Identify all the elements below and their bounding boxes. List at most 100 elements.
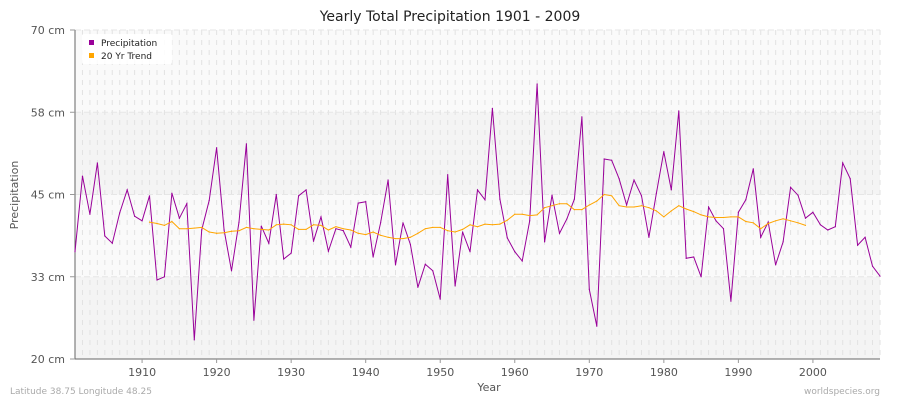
precipitation-point <box>268 242 270 244</box>
precipitation-point <box>447 174 449 176</box>
precipitation-point <box>104 235 106 237</box>
precipitation-point <box>693 256 695 258</box>
legend: Precipitation 20 Yr Trend <box>82 34 172 64</box>
precipitation-point <box>81 175 84 177</box>
trend-point <box>454 231 456 233</box>
y-tick-label: 58 cm <box>31 106 65 119</box>
precipitation-point <box>640 195 643 197</box>
trend-point <box>573 209 575 211</box>
precipitation-point <box>74 251 76 253</box>
precipitation-point <box>819 224 821 226</box>
precipitation-point <box>439 298 441 300</box>
trend-point <box>260 228 262 230</box>
trend-point <box>342 228 344 230</box>
precipitation-point <box>432 270 434 272</box>
legend-swatch-trend <box>89 53 94 58</box>
trend-point <box>312 224 315 226</box>
precipitation-point <box>327 250 330 252</box>
precipitation-point <box>454 285 456 287</box>
x-tick-label: 1970 <box>575 366 603 379</box>
precipitation-point <box>208 199 210 202</box>
trend-point <box>230 230 233 232</box>
precipitation-point <box>506 237 508 239</box>
trend-point <box>476 226 479 228</box>
precipitation-point <box>536 83 538 85</box>
precipitation-point <box>745 199 747 201</box>
precipitation-point <box>737 211 739 213</box>
trend-point <box>797 222 799 224</box>
trend-point <box>335 226 337 228</box>
precipitation-point <box>476 189 479 191</box>
precipitation-point <box>357 202 359 204</box>
trend-point <box>447 230 449 232</box>
trend-point <box>536 214 538 216</box>
trend-point <box>193 227 195 229</box>
precipitation-point <box>156 279 158 281</box>
precipitation-point <box>864 236 866 238</box>
trend-point <box>633 206 635 208</box>
trend-point <box>722 216 725 219</box>
precipitation-point <box>871 265 874 267</box>
trend-point <box>529 214 531 217</box>
precipitation-point <box>126 189 128 191</box>
legend-label-precipitation: Precipitation <box>101 39 157 49</box>
trend-point <box>350 229 352 231</box>
trend-point <box>596 200 598 202</box>
precipitation-point <box>372 256 374 258</box>
trend-point <box>543 207 546 209</box>
trend-point <box>745 220 747 223</box>
trend-point <box>484 223 486 225</box>
trend-point <box>551 205 553 207</box>
x-axis-label: Year <box>476 381 501 394</box>
trend-point <box>558 203 561 205</box>
precipitation-point <box>134 215 136 217</box>
trend-point <box>424 228 426 230</box>
trend-point <box>186 228 188 230</box>
trend-point <box>357 232 359 234</box>
x-tick-label: 1950 <box>426 366 454 379</box>
trend-point <box>767 222 769 225</box>
trend-point <box>163 224 166 227</box>
trend-point <box>439 226 441 228</box>
trend-point <box>670 210 672 212</box>
trend-point <box>618 205 620 207</box>
precipitation-point <box>484 199 486 201</box>
trend-point <box>700 214 702 216</box>
precipitation-point <box>320 216 322 218</box>
precipitation-point <box>663 151 665 153</box>
legend-label-trend: 20 Yr Trend <box>101 52 152 62</box>
precipitation-point <box>417 286 419 288</box>
trend-point <box>775 220 777 222</box>
trend-point <box>678 205 680 207</box>
trend-point <box>581 209 583 211</box>
precipitation-point <box>298 195 300 197</box>
trend-point <box>499 223 501 225</box>
precipitation-point <box>775 264 777 266</box>
trend-point <box>693 211 695 213</box>
precipitation-point <box>611 159 613 161</box>
precipitation-point <box>707 206 710 208</box>
precipitation-point <box>625 204 628 206</box>
precipitation-point <box>186 203 188 205</box>
footer-location: Latitude 38.75 Longitude 48.25 <box>10 387 152 397</box>
precipitation-point <box>789 186 792 188</box>
precipitation-point <box>245 143 248 145</box>
precipitation-point <box>573 198 575 200</box>
precipitation-point <box>201 229 203 231</box>
precipitation-point <box>193 339 195 341</box>
precipitation-point <box>797 194 799 196</box>
precipitation-point <box>312 240 315 242</box>
precipitation-point <box>752 168 754 170</box>
precipitation-point <box>700 276 702 278</box>
precipitation-point <box>715 220 717 222</box>
precipitation-point <box>842 162 844 164</box>
precipitation-point <box>566 218 568 220</box>
trend-point <box>298 228 300 230</box>
trend-point <box>327 229 330 231</box>
precipitation-point <box>603 158 605 160</box>
trend-point <box>514 213 516 215</box>
trend-point <box>201 226 203 228</box>
y-tick-label: 70 cm <box>31 24 65 37</box>
precipitation-point <box>655 192 657 194</box>
precipitation-point <box>350 246 352 248</box>
